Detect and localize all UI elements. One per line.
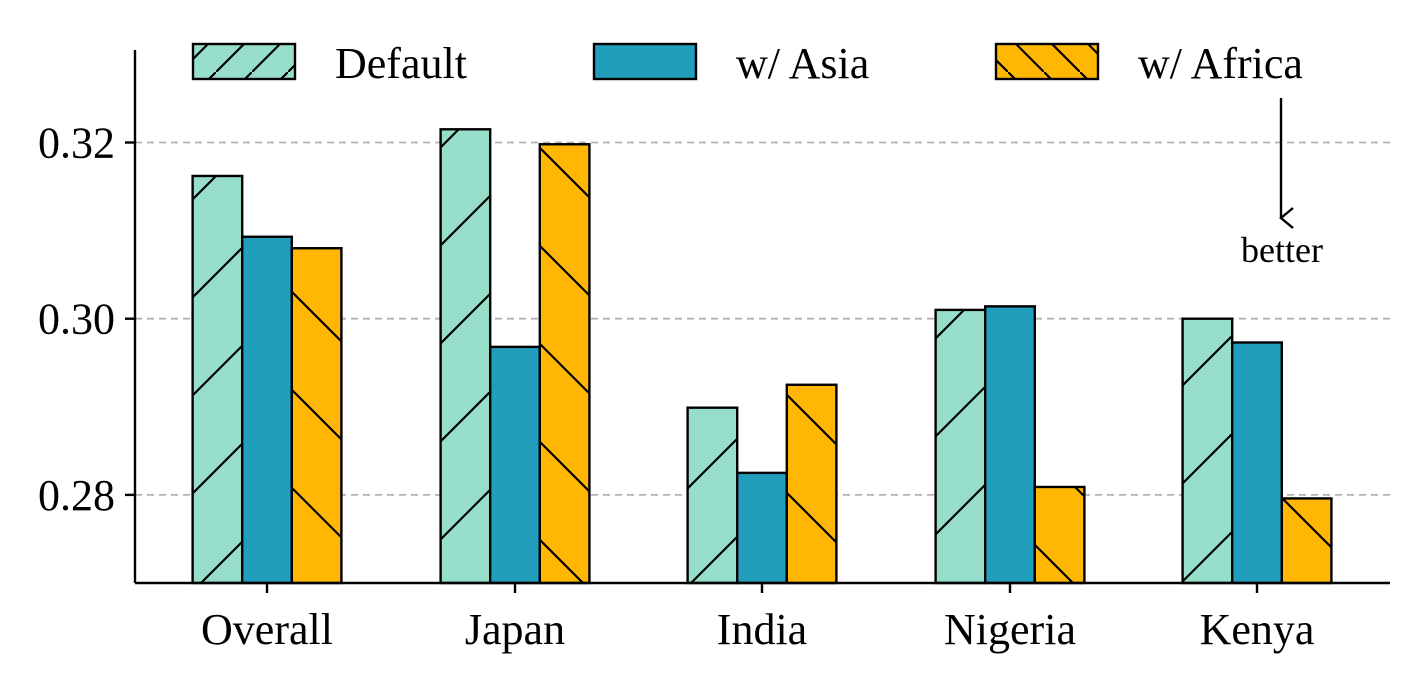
- better-label: better: [1241, 230, 1323, 270]
- x-tick-label-kenya: Kenya: [1200, 605, 1315, 654]
- legend: Default w/ Asia w/ Africa: [191, 39, 1303, 88]
- legend-swatch-outline: [191, 42, 297, 81]
- bar-hatch: [192, 175, 243, 583]
- bar-india-w-asia: [736, 471, 789, 585]
- legend-label: w/ Asia: [736, 39, 869, 88]
- x-tick-label-overall: Overall: [201, 605, 333, 654]
- bar-overall-default: [191, 174, 244, 585]
- legend-label: w/ Africa: [1138, 39, 1303, 88]
- bar-fill: [985, 306, 1035, 583]
- legend-swatch: [594, 44, 696, 79]
- x-tick-label-india: India: [717, 605, 807, 654]
- legend-item-w-africa: w/ Africa: [994, 39, 1303, 88]
- y-tick-label: 0.28: [38, 471, 115, 520]
- bar-hatch: [291, 248, 342, 583]
- bar-fill: [490, 346, 540, 583]
- bar-japan-default: [439, 128, 492, 585]
- x-tick-label-japan: Japan: [465, 605, 565, 654]
- bar-hatch: [1034, 486, 1085, 583]
- legend-swatch-hatch: [193, 44, 295, 79]
- bar-overall-w-africa: [290, 247, 343, 585]
- bar-nigeria-w-africa: [1033, 485, 1086, 585]
- legend-label: Default: [335, 39, 467, 88]
- bar-fill: [737, 472, 787, 583]
- bar-japan-w-asia: [489, 345, 542, 585]
- legend-swatch-outline: [592, 42, 698, 81]
- bar-kenya-default: [1181, 317, 1234, 585]
- legend-swatch-outline: [994, 42, 1100, 81]
- bar-hatch: [687, 407, 738, 583]
- bar-hatch: [935, 309, 986, 583]
- y-tick-label: 0.32: [38, 119, 115, 168]
- bar-overall-w-asia: [240, 235, 293, 585]
- x-ticks: Overall Japan India Nigeria Kenya: [201, 583, 1314, 654]
- bar-kenya-w-africa: [1280, 497, 1333, 585]
- y-tick-label: 0.30: [38, 295, 115, 344]
- y-ticks: 0.28 0.30 0.32: [38, 119, 135, 520]
- bar-india-default: [686, 406, 739, 585]
- bar-india-w-africa: [785, 383, 838, 585]
- bar-kenya-w-asia: [1230, 341, 1283, 585]
- bar-japan-w-africa: [538, 143, 591, 585]
- bar-nigeria-default: [934, 308, 987, 585]
- bar-nigeria-w-asia: [984, 305, 1037, 585]
- legend-item-w-asia: w/ Asia: [592, 39, 869, 88]
- legend-item-default: Default: [191, 39, 467, 88]
- legend-swatch-hatch: [996, 44, 1098, 79]
- bar-fill: [1232, 342, 1282, 583]
- bar-hatch: [1182, 318, 1233, 583]
- bar-hatch: [1281, 498, 1332, 583]
- bars: [191, 128, 1333, 585]
- bar-fill: [242, 236, 292, 583]
- bar-hatch: [539, 144, 590, 583]
- better-annotation: better: [1241, 98, 1323, 270]
- x-tick-label-nigeria: Nigeria: [944, 605, 1076, 654]
- bar-hatch: [786, 384, 837, 583]
- bar-hatch: [440, 129, 491, 584]
